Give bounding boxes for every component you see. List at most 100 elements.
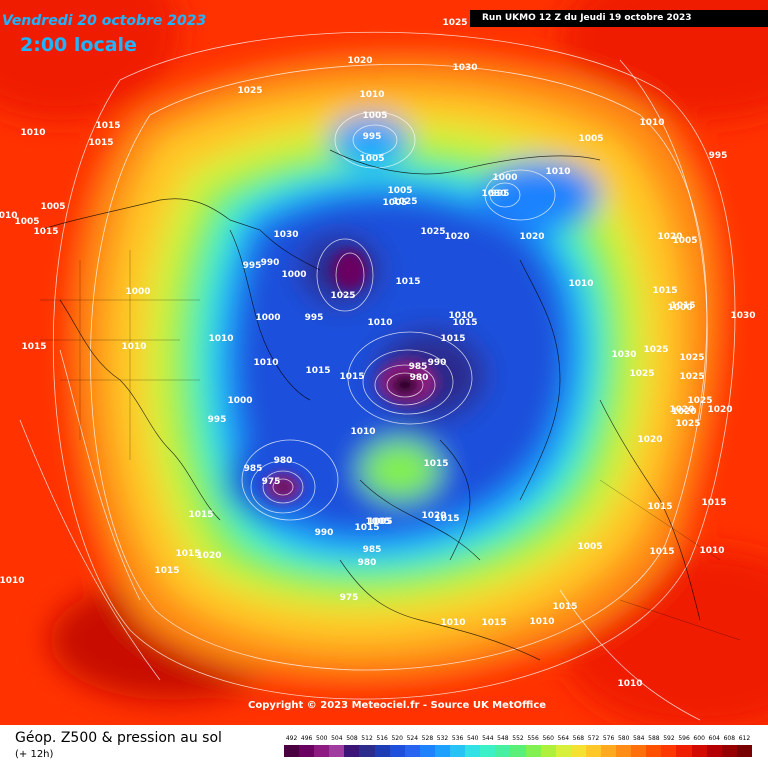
- color-scale-cell: [676, 745, 692, 757]
- pressure-label: 1030: [611, 350, 636, 360]
- pressure-label: 1010: [0, 211, 18, 221]
- color-scale-cell: [736, 745, 752, 757]
- pressure-label: 1025: [643, 345, 668, 355]
- pressure-label: 1000: [492, 173, 517, 183]
- color-scale-value: 512: [361, 735, 373, 742]
- legend-title: Géop. Z500 & pression au sol: [15, 730, 222, 746]
- pressure-label: 1015: [95, 121, 120, 131]
- color-scale-cell: [314, 745, 330, 757]
- color-scale-value: 532: [436, 735, 449, 742]
- color-scale-cell: [450, 745, 466, 757]
- pressure-label: 975: [340, 593, 359, 603]
- pressure-label: 1025: [687, 396, 712, 406]
- color-scale-value: 588: [648, 735, 660, 742]
- isobars: [19, 31, 736, 721]
- pressure-label: 1015: [649, 547, 674, 557]
- color-scale-value: 568: [572, 735, 585, 742]
- color-scale-value: 492: [285, 735, 298, 742]
- color-scale-cell: [570, 745, 586, 757]
- pressure-label: 1000: [255, 313, 280, 323]
- pressure-label: 1025: [679, 353, 704, 363]
- copyright-notice: Copyright © 2023 Meteociel.fr - Source U…: [248, 700, 547, 711]
- pressure-label: 1025: [442, 18, 467, 28]
- color-scale-value: 520: [391, 735, 403, 742]
- pressure-label: 980: [274, 456, 293, 466]
- pressure-label: 1000: [227, 396, 252, 406]
- pressure-label: 1000: [125, 287, 150, 297]
- pressure-label: 1015: [339, 372, 364, 382]
- color-scale-value: 576: [602, 735, 615, 742]
- pressure-label: 985: [409, 362, 428, 372]
- pressure-label: 1010: [448, 311, 473, 321]
- pressure-label: 1010: [545, 167, 570, 177]
- run-info: Run UKMO 12 Z du Jeudi 19 octobre 2023: [470, 10, 768, 27]
- pressure-label: 1005: [14, 217, 39, 227]
- color-scale-cell: [284, 745, 300, 757]
- color-scale-bar: [284, 745, 752, 757]
- color-scale-value: 556: [527, 735, 539, 742]
- pressure-label: 1015: [175, 549, 200, 559]
- pressure-label: 1030: [481, 189, 506, 199]
- pressure-label: 1010: [350, 427, 375, 437]
- color-scale-cell: [540, 745, 556, 757]
- pressure-label: 1020: [444, 232, 469, 242]
- pressure-label: 985: [363, 545, 382, 555]
- pressure-label: 1020: [196, 551, 221, 561]
- color-scale-value: 584: [633, 735, 645, 742]
- color-scale-value: 536: [451, 735, 464, 742]
- color-scale-value: 516: [376, 735, 388, 742]
- pressure-label: 1010: [440, 618, 465, 628]
- color-scale-cell: [585, 745, 601, 757]
- pressure-label: 1010: [367, 318, 392, 328]
- pressure-label: 1025: [629, 369, 654, 379]
- color-scale-cell: [329, 745, 345, 757]
- pressure-label: 1015: [188, 510, 213, 520]
- pressure-label: 995: [363, 132, 382, 142]
- pressure-label: 1010: [359, 90, 384, 100]
- color-scale-value: 604: [708, 735, 720, 742]
- pressure-label: 1000: [281, 270, 306, 280]
- color-scale-cell: [661, 745, 677, 757]
- border-lines: [40, 250, 741, 641]
- color-scale-cell: [465, 745, 481, 757]
- color-scale-cell: [721, 745, 737, 757]
- pressure-label: 1020: [519, 232, 544, 242]
- pressure-label: 1005: [365, 517, 390, 527]
- pressure-label: 1015: [21, 342, 46, 352]
- pressure-label: 1005: [359, 154, 384, 164]
- color-scale-cell: [374, 745, 390, 757]
- pressure-label: 1015: [33, 227, 58, 237]
- forecast-date: Vendredi 20 octobre 2023: [2, 13, 207, 29]
- pressure-label: 1015: [154, 566, 179, 576]
- color-scale-cell: [344, 745, 360, 757]
- color-scale-value: 528: [421, 735, 434, 742]
- pressure-label: 1015: [305, 366, 330, 376]
- pressure-label: 1005: [40, 202, 65, 212]
- pressure-label: 1010: [208, 334, 233, 344]
- color-scale-cell: [631, 745, 647, 757]
- color-scale-cell: [600, 745, 617, 757]
- pressure-label: 1020: [347, 56, 372, 66]
- coastlines: [39, 149, 701, 661]
- color-scale-cell: [510, 745, 526, 757]
- pressure-label: 1030: [730, 311, 755, 321]
- color-scale-cell: [404, 745, 420, 757]
- pressure-label: 990: [261, 258, 280, 268]
- pressure-label: 1025: [679, 372, 704, 382]
- color-scale-cell: [389, 745, 405, 757]
- pressure-label: 1015: [481, 618, 506, 628]
- pressure-label: 1015: [452, 318, 477, 328]
- color-scale-value: 544: [482, 735, 494, 742]
- pressure-label: 1015: [423, 459, 448, 469]
- pressure-label: 995: [709, 151, 728, 161]
- legend-subtitle: (+ 12h): [15, 749, 54, 760]
- pressure-label: 1000: [667, 303, 692, 313]
- color-scale-value: 504: [331, 735, 343, 742]
- pressure-label: 1015: [434, 514, 459, 524]
- color-scale-value: 496: [300, 735, 313, 742]
- pressure-label: 1020: [657, 232, 682, 242]
- color-scale-value: 564: [557, 735, 570, 742]
- color-scale-value: 608: [723, 735, 736, 742]
